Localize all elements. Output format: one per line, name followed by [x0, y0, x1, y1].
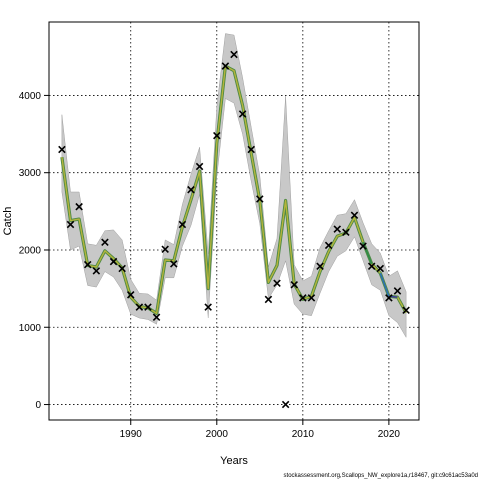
- observation-marker-2006: [264, 295, 273, 304]
- y-tick-label-2000: 2000: [19, 245, 42, 256]
- observation-marker-2000: [213, 131, 221, 140]
- observation-marker-2004: [247, 145, 255, 154]
- confidence-band-layer: [61, 33, 407, 339]
- observation-marker-2019: [376, 264, 385, 273]
- observation-marker-2018: [367, 262, 376, 270]
- observation-marker-1985: [83, 260, 92, 269]
- observation-marker-1992: [144, 303, 152, 311]
- observation-marker-1994: [161, 245, 169, 253]
- confidence-band: [61, 33, 407, 339]
- observation-marker-1986: [92, 267, 101, 275]
- x-tick-label-2020: 2020: [378, 429, 401, 440]
- observation-marker-2013: [324, 241, 333, 250]
- y-axis-title: Catch: [2, 207, 14, 236]
- observation-marker-2007: [273, 279, 281, 287]
- observation-marker-1982: [58, 145, 66, 154]
- observation-marker-2005: [256, 195, 264, 203]
- y-tick-label-1000: 1000: [19, 323, 42, 334]
- plot-frame: [48, 21, 420, 421]
- observation-marker-1996: [178, 220, 187, 229]
- observation-marker-2014: [333, 225, 342, 233]
- observation-marker-2012: [316, 262, 324, 270]
- observation-marker-1987: [101, 238, 109, 247]
- tail-segment-green: [362, 241, 373, 265]
- observation-marker-2002: [230, 50, 238, 59]
- observation-marker-1999: [204, 303, 212, 311]
- observation-marker-1995: [170, 260, 178, 268]
- observation-marker-2003: [238, 110, 247, 118]
- observation-marker-2011: [307, 294, 316, 302]
- observation-marker-1984: [75, 202, 83, 211]
- y-tick-label-0: 0: [35, 400, 41, 411]
- observation-marker-layer: [58, 50, 410, 409]
- y-axis-ticks: 0 1000 2000 3000 4000: [19, 91, 49, 411]
- y-tick-label-4000: 4000: [19, 91, 42, 102]
- y-tick-label-3000: 3000: [19, 168, 42, 179]
- x-tick-label-2000: 2000: [206, 429, 229, 440]
- observation-marker-2015: [342, 228, 350, 236]
- x-tick-label-2010: 2010: [292, 429, 315, 440]
- observation-marker-1989: [118, 264, 126, 273]
- observation-marker-1998: [195, 162, 204, 171]
- x-tick-label-1990: 1990: [120, 429, 143, 440]
- x-axis-ticks: 1990 2000 2010 2020: [120, 420, 401, 440]
- observation-marker-2016: [350, 211, 359, 219]
- observation-marker-2017: [359, 242, 367, 250]
- footer-source-note: stockassessment.org,Scallops_NW_explore1…: [284, 473, 478, 479]
- observation-marker-1993: [152, 313, 161, 321]
- observation-marker-2008: [281, 400, 290, 409]
- observation-marker-2022: [402, 306, 410, 315]
- estimate-line-layer: [60, 64, 408, 315]
- estimate-line-inner: [61, 65, 407, 315]
- observation-marker-2020: [385, 294, 393, 302]
- observation-marker-2009: [290, 280, 298, 289]
- observation-marker-1990: [126, 291, 135, 299]
- observation-marker-2010: [299, 294, 307, 302]
- observation-marker-2021: [393, 287, 402, 295]
- tail-segment-blue: [379, 272, 390, 297]
- x-axis-title: Years: [220, 455, 248, 467]
- observation-marker-1991: [135, 303, 144, 311]
- observation-marker-1983: [66, 220, 75, 229]
- observation-marker-1988: [109, 257, 118, 266]
- observation-marker-1997: [187, 185, 195, 194]
- observation-marker-2001: [221, 62, 230, 70]
